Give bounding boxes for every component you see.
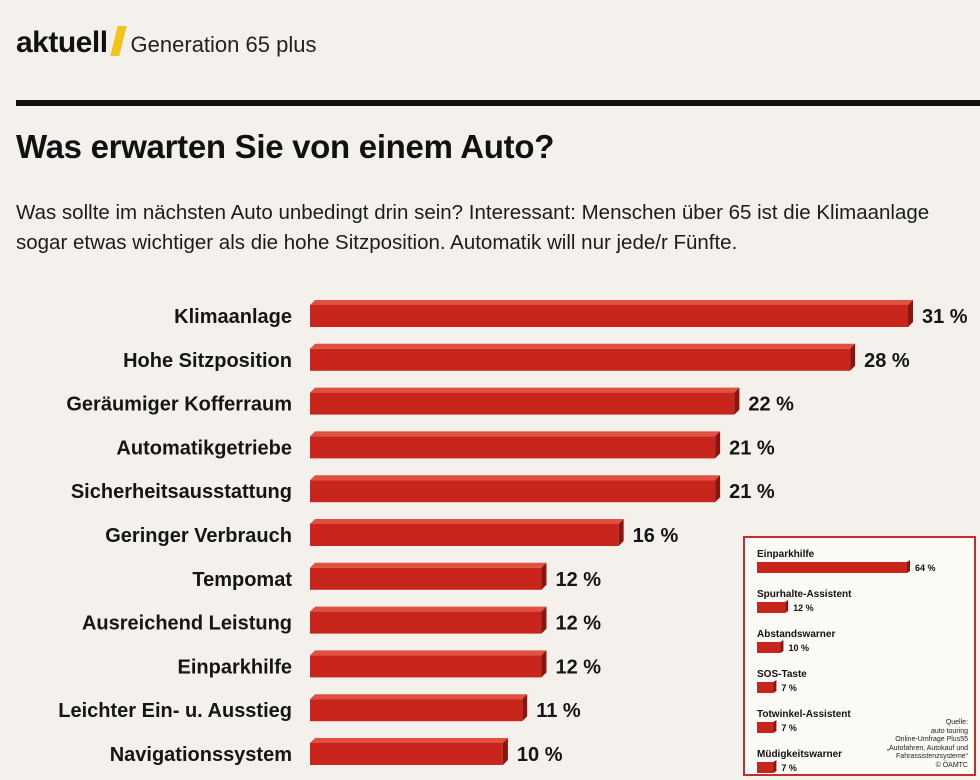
bar-side-face	[734, 387, 740, 415]
section-title: Generation 65 plus	[130, 32, 317, 57]
value-label: 21 %	[729, 437, 775, 459]
inset-category-label: Abstandswarner	[757, 629, 835, 640]
inset-panel: Einparkhilfe 64 % Spurhalte-Assistent 12 % A…	[743, 536, 976, 776]
inset-value-label: 7 %	[781, 763, 797, 773]
inset-bar	[757, 562, 907, 573]
inset-bar-side	[773, 680, 777, 693]
category-label: Hohe Sitzposition	[123, 350, 292, 372]
bar-hohe-sitzposition	[310, 348, 851, 371]
bar-top-face	[310, 519, 624, 524]
source-line: Quelle:	[945, 719, 968, 726]
inset-bar	[757, 682, 774, 693]
value-label: 16 %	[633, 525, 679, 547]
value-label: 12 %	[555, 656, 601, 678]
bar-einparkhilfe	[310, 655, 542, 678]
bar-tempomat	[310, 567, 542, 590]
category-label: Automatikgetriebe	[116, 437, 292, 459]
value-label: 22 %	[748, 394, 794, 416]
inset-value-label: 12 %	[793, 603, 814, 613]
inset-category-label: Einparkhilfe	[757, 549, 815, 560]
brand-name: aktuell	[16, 26, 108, 59]
inset-category-label: Spurhalte-Assistent	[757, 589, 852, 600]
bar-side-face	[541, 650, 547, 678]
bar-klimaanlage	[310, 305, 908, 327]
inset-value-label: 7 %	[781, 723, 797, 733]
inset-category-label: Müdigkeitswarner	[757, 749, 842, 760]
inset-value-label: 10 %	[788, 643, 809, 653]
inset-bar-chart: Einparkhilfe 64 % Spurhalte-Assistent 12 % A…	[757, 549, 936, 773]
bar-top-face	[310, 738, 508, 743]
bar-geräumiger-kofferraum	[310, 392, 735, 415]
intro-text: Was sollte im nächsten Auto unbedingt dr…	[16, 201, 930, 254]
bar-side-face	[850, 343, 856, 371]
category-label: Tempomat	[192, 569, 292, 591]
bar-side-face	[522, 694, 528, 722]
source-note: Quelle: auto touring Online-Umfrage Plus…	[858, 719, 968, 770]
bar-side-face	[541, 606, 547, 634]
bar-top-face	[310, 606, 547, 612]
bar-top-face	[310, 562, 547, 568]
value-label: 12 %	[555, 569, 601, 591]
inset-bar-side	[780, 640, 784, 653]
category-label: Klimaanlage	[174, 306, 292, 328]
category-label: Geringer Verbrauch	[105, 525, 292, 547]
bar-top-face	[310, 475, 721, 481]
bar-top-face	[310, 387, 740, 393]
value-label: 12 %	[555, 613, 601, 635]
section-header: aktuell Generation 65 plus	[16, 22, 317, 59]
bar-geringer-verbrauch	[310, 524, 619, 546]
source-line: „Autofahren, Autokauf und	[886, 744, 968, 752]
bar-sicherheitsausstattung	[310, 480, 716, 503]
value-label: 31 %	[922, 306, 968, 328]
source-line: auto touring	[931, 727, 968, 735]
source-line: Fahrassistenzsysteme“	[896, 753, 968, 760]
bar-top-face	[310, 694, 528, 700]
value-label: 21 %	[729, 481, 775, 503]
inset-bar-side	[773, 720, 777, 733]
bar-top-face	[310, 343, 856, 349]
inset-bar	[757, 602, 786, 613]
bar-side-face	[541, 562, 547, 590]
bar-automatikgetriebe	[310, 436, 716, 459]
bar-side-face	[908, 300, 913, 327]
value-label: 10 %	[517, 744, 563, 766]
inset-bar-side	[785, 600, 789, 613]
inset-bar	[757, 762, 774, 773]
bar-side-face	[502, 738, 508, 765]
bar-top-face	[310, 650, 547, 656]
inset-category-label: Totwinkel-Assistent	[757, 709, 851, 720]
value-label: 11 %	[536, 700, 581, 722]
bar-side-face	[715, 431, 721, 459]
inset-value-label: 7 %	[781, 683, 797, 693]
header-rule	[16, 100, 980, 106]
source-line: © ÖAMTC	[935, 761, 968, 769]
category-label: Ausreichend Leistung	[82, 613, 292, 635]
bar-leichter-ein-u-ausstieg	[310, 699, 523, 722]
inset-category-label: SOS-Taste	[757, 669, 807, 680]
inset-bar-side	[773, 760, 777, 773]
bar-side-face	[618, 519, 624, 546]
bar-side-face	[715, 475, 721, 503]
inset-value-label: 64 %	[915, 563, 936, 573]
page-title: Was erwarten Sie von einem Auto?	[16, 128, 555, 165]
inset-bar-side	[907, 560, 910, 573]
category-label: Geräumiger Kofferraum	[66, 394, 292, 416]
category-label: Navigationssystem	[110, 744, 292, 766]
inset-bar	[757, 642, 781, 653]
category-label: Einparkhilfe	[178, 656, 292, 678]
inset-bar	[757, 722, 774, 733]
bar-navigationssystem	[310, 743, 503, 765]
category-label: Leichter Ein- u. Ausstieg	[58, 700, 292, 722]
source-line: Online-Umfrage Plus55	[895, 736, 968, 743]
bar-ausreichend-leistung	[310, 611, 542, 634]
bar-top-face	[310, 300, 913, 305]
bar-top-face	[310, 431, 721, 437]
value-label: 28 %	[864, 350, 910, 372]
category-label: Sicherheitsausstattung	[71, 481, 292, 503]
